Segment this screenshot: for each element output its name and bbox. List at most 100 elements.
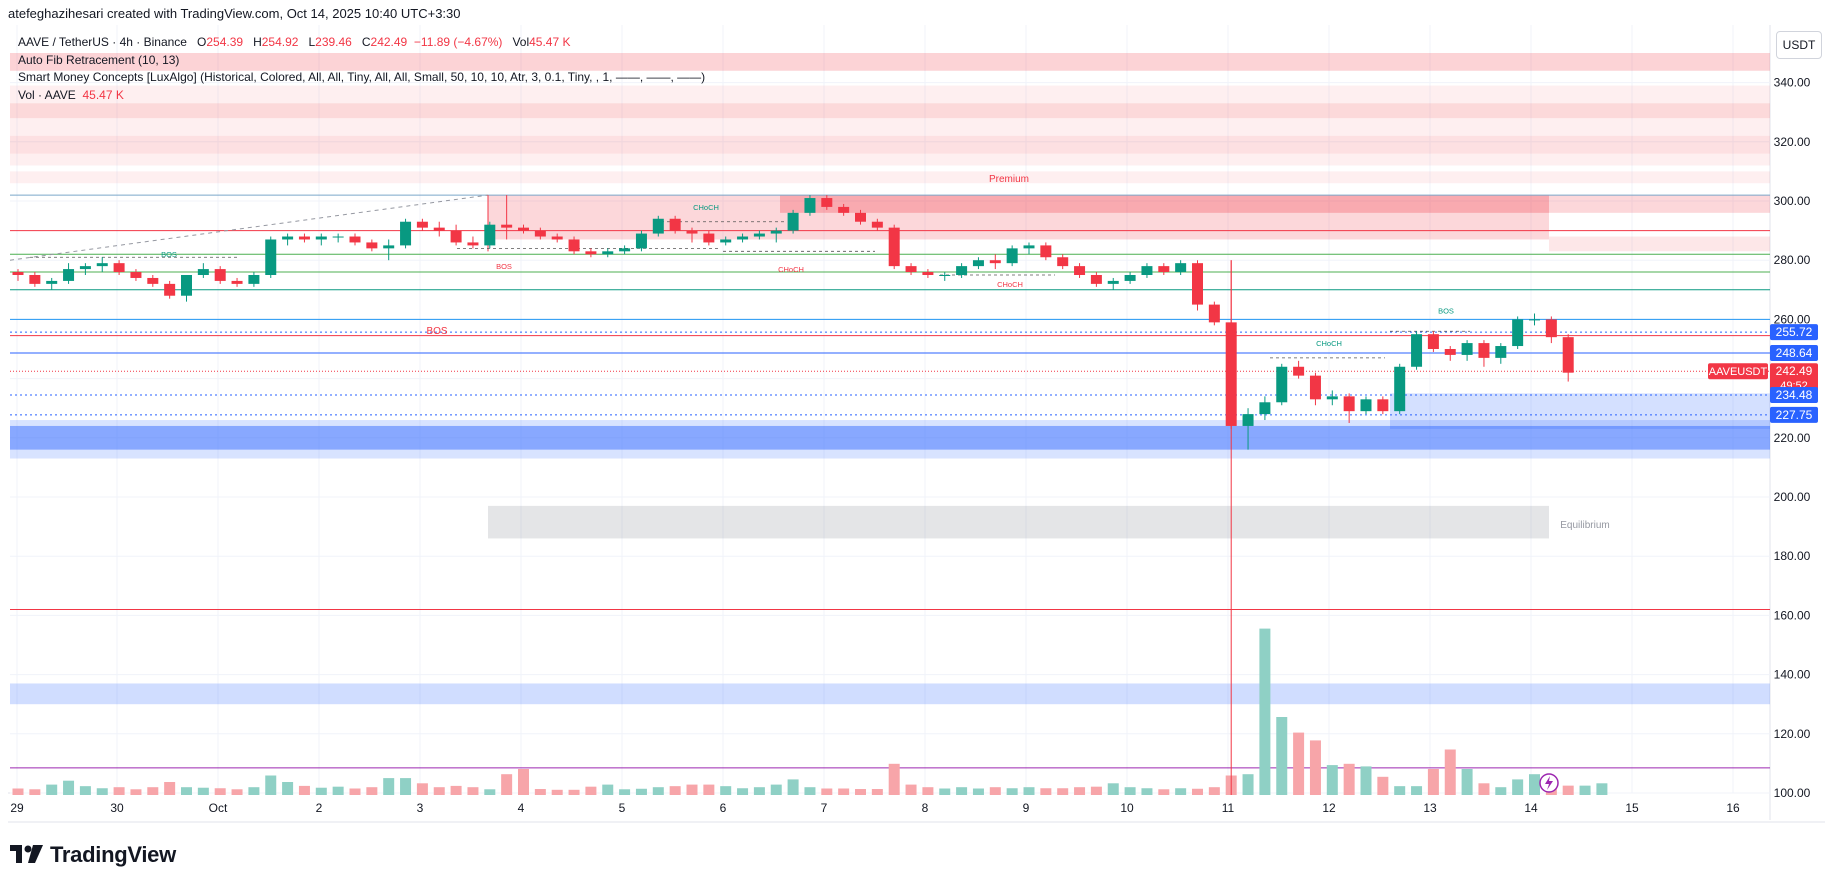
- price-tick-label: 140.00: [1774, 668, 1811, 682]
- volume-bar: [737, 788, 749, 795]
- volume-bar: [1057, 788, 1069, 795]
- candle-body: [1023, 245, 1035, 249]
- candle-body: [1545, 319, 1557, 338]
- candle-body: [79, 266, 91, 270]
- volume-bar: [46, 784, 58, 795]
- premium-zone: [488, 195, 1549, 240]
- candle-body: [602, 251, 614, 255]
- candle-body: [989, 260, 1001, 264]
- candle-body: [130, 272, 142, 278]
- candle-body: [12, 272, 24, 275]
- indicator-smc[interactable]: Smart Money Concepts [LuxAlgo] (Historic…: [18, 70, 706, 84]
- volume-bar: [1596, 783, 1608, 795]
- current-price-bg: [1770, 363, 1818, 394]
- demand-zone: [10, 425, 1770, 450]
- candle-body: [1394, 366, 1406, 412]
- volume-bar: [197, 787, 209, 795]
- time-tick-label: 10: [1120, 801, 1134, 815]
- price-label-255: 255.72: [1776, 325, 1813, 339]
- candle-body: [46, 280, 58, 284]
- open-value: 254.39: [206, 35, 244, 49]
- volume-bar: [79, 786, 91, 795]
- volume-bar: [568, 789, 580, 795]
- volume-bar: [922, 787, 934, 795]
- candle-body: [315, 236, 327, 240]
- volume-bar: [1529, 774, 1540, 795]
- volume-bar: [1326, 765, 1338, 795]
- supply-zone: [10, 53, 1770, 71]
- tradingview-logo[interactable]: TradingView: [10, 842, 176, 868]
- time-tick-label: 5: [619, 801, 626, 815]
- candle-body: [972, 260, 984, 267]
- symbol-legend-row[interactable]: AAVE / TetherUS · 4h · Binance O254.39 H…: [18, 34, 705, 52]
- price-tick-label: 340.00: [1774, 76, 1811, 90]
- candle-body: [1208, 304, 1220, 323]
- candle-body: [518, 227, 529, 231]
- candle-body: [855, 212, 866, 222]
- indicator-volume-row[interactable]: Vol · AAVE 45.47 K: [18, 87, 705, 105]
- candle-body: [1107, 280, 1119, 284]
- low-label: L: [308, 35, 316, 49]
- candle-body: [1225, 322, 1237, 426]
- volume-bar: [635, 788, 647, 795]
- candle-body: [1343, 396, 1355, 412]
- volume-bar: [1124, 787, 1136, 795]
- candle-body: [1444, 349, 1456, 355]
- price-tick-label: 300.00: [1774, 194, 1811, 208]
- fib-trend-line: [9, 194, 489, 261]
- time-tick-label: 13: [1423, 801, 1437, 815]
- indicator-fib[interactable]: Auto Fib Retracement (10, 13): [18, 52, 180, 67]
- volume-bar: [1579, 785, 1591, 795]
- time-tick-label: 7: [821, 801, 828, 815]
- volume-bar: [686, 784, 698, 795]
- volume-bar: [1394, 786, 1406, 795]
- author-line: atefeghazihesari created with TradingVie…: [8, 6, 461, 21]
- symbol-tag-bg: [1708, 363, 1768, 380]
- price-tick-label: 260.00: [1774, 312, 1811, 326]
- volume-bar: [855, 789, 866, 795]
- volume-bar: [484, 789, 496, 795]
- low-value: 239.46: [315, 35, 352, 49]
- volume-bar: [366, 787, 378, 795]
- candle-body: [534, 230, 546, 237]
- candle-body: [1529, 319, 1540, 321]
- candle-body: [164, 283, 176, 296]
- candle-body: [720, 239, 732, 243]
- candle-body: [1124, 275, 1136, 281]
- volume-bar: [1411, 786, 1423, 795]
- volume-bar: [1309, 740, 1321, 795]
- volume-bar: [12, 788, 24, 795]
- volume-bar: [113, 787, 125, 795]
- volume-bar: [652, 787, 664, 795]
- symbol-tag-label: AAVEUSDT: [1709, 366, 1768, 378]
- volume-bar: [349, 788, 361, 795]
- candle-body: [231, 280, 243, 284]
- volume-bar: [787, 779, 799, 795]
- candle-body: [703, 233, 715, 243]
- candle-body: [197, 269, 209, 275]
- supply-zone: [1549, 195, 1770, 213]
- candle-body: [871, 221, 883, 228]
- time-tick-label: 30: [110, 801, 124, 815]
- volume-bar: [416, 783, 428, 795]
- candle-body: [450, 230, 462, 243]
- volume-bar: [720, 786, 732, 795]
- volume-bar: [181, 787, 192, 795]
- candle-body: [1309, 375, 1321, 400]
- structure-label: BOS: [496, 262, 512, 271]
- candle-body: [366, 242, 378, 249]
- structure-label: CHoCH: [693, 203, 719, 212]
- price-label-248: 248.64: [1776, 346, 1813, 360]
- candle-body: [686, 230, 698, 234]
- volume-bar: [96, 788, 108, 795]
- volume-bar: [703, 784, 715, 795]
- candle-body: [1512, 319, 1524, 347]
- candle-body: [467, 242, 479, 246]
- currency-button[interactable]: USDT: [1776, 31, 1822, 59]
- candle-body: [501, 224, 513, 228]
- volume-bar: [147, 787, 159, 795]
- volume-bar: [1090, 786, 1102, 795]
- premium-label: Premium: [989, 174, 1029, 185]
- volume-bar: [450, 785, 462, 795]
